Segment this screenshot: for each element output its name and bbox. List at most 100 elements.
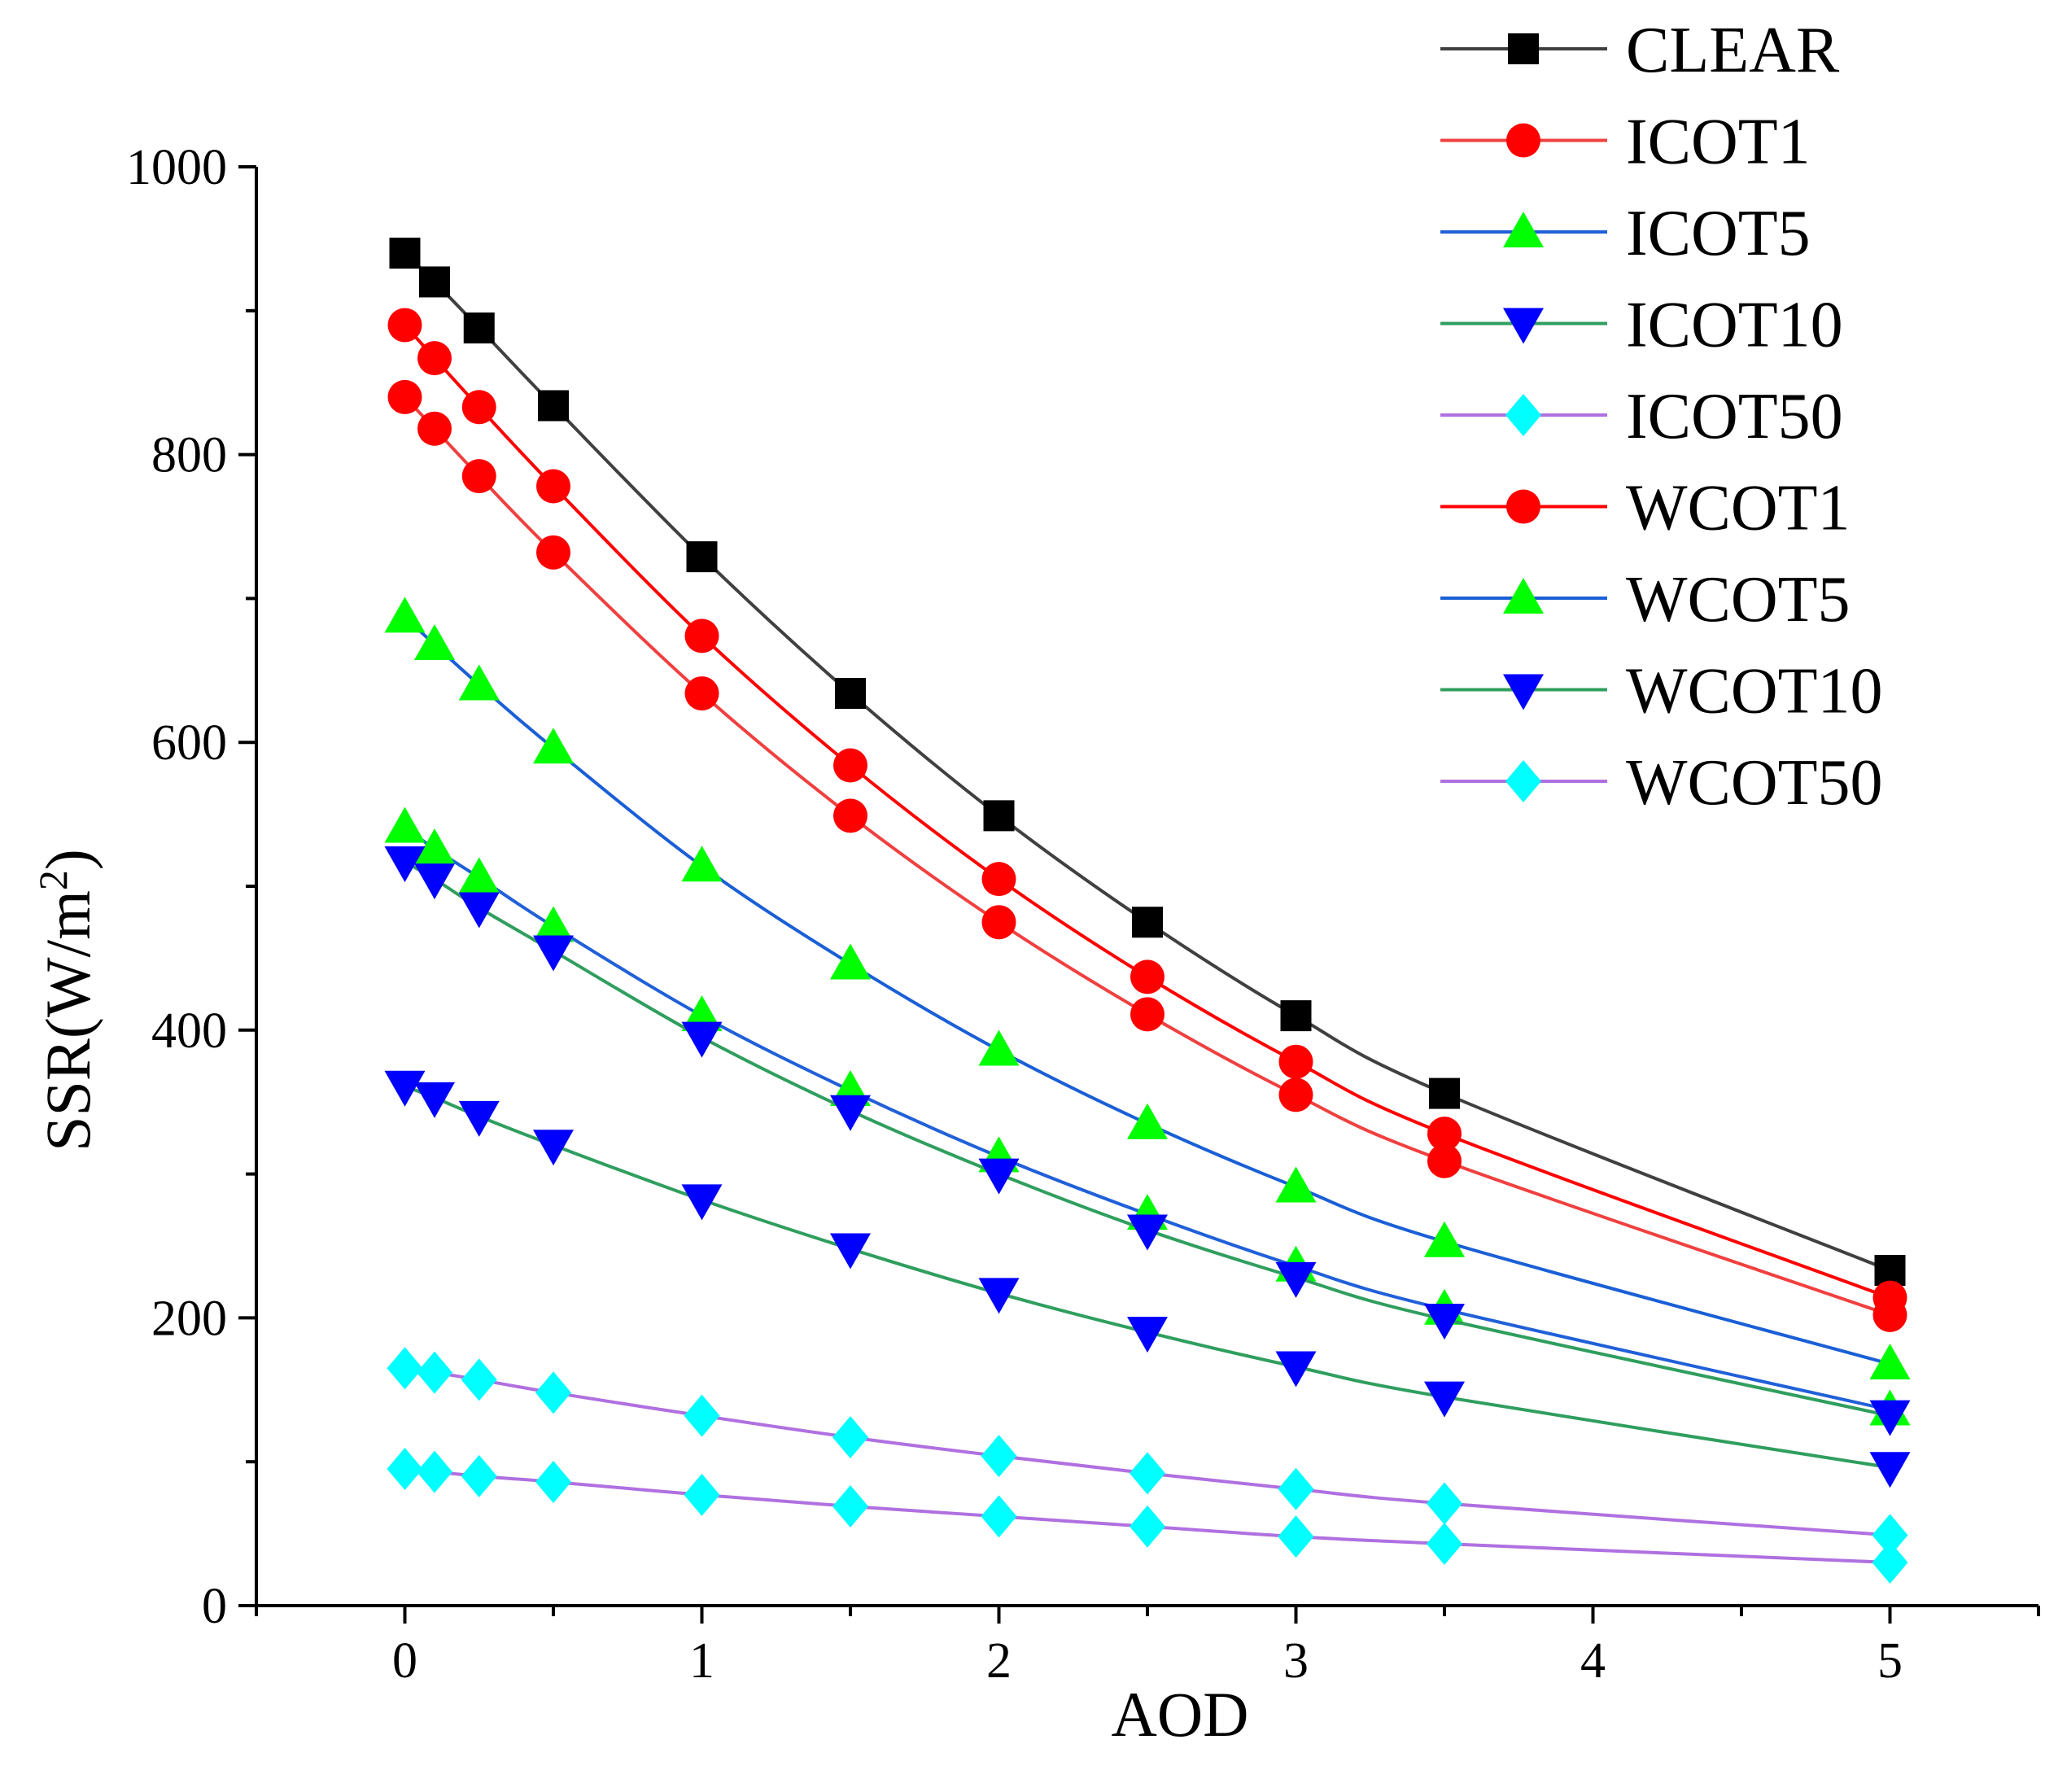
series-wcot50 <box>387 1347 1908 1557</box>
x-tick-label: 4 <box>1580 1633 1606 1689</box>
data-point <box>414 623 455 660</box>
y-tick-label: 400 <box>151 1003 227 1059</box>
legend-label: WCOT10 <box>1626 656 1883 728</box>
y-axis-title: SSR(W/m2) <box>30 849 103 1152</box>
data-point <box>684 618 719 653</box>
data-point <box>1872 1280 1907 1315</box>
data-point <box>536 469 570 504</box>
data-point <box>417 411 452 446</box>
data-point <box>1872 1514 1908 1557</box>
series-wcot5 <box>384 597 1911 1379</box>
legend-item-wcot1: WCOT1 <box>1440 473 1851 544</box>
data-point <box>978 1278 1020 1314</box>
data-point <box>1127 1214 1168 1251</box>
data-point <box>981 1435 1017 1478</box>
legend-marker <box>1503 212 1544 247</box>
data-point <box>538 390 569 422</box>
data-point <box>458 1100 500 1137</box>
series-icot50 <box>387 1448 1908 1584</box>
series-icot10 <box>384 1070 1911 1488</box>
data-point <box>458 892 500 929</box>
data-point <box>1278 1044 1313 1079</box>
legend-label: WCOT50 <box>1626 747 1883 819</box>
data-point <box>533 906 574 942</box>
data-point <box>1130 997 1165 1032</box>
series-layer <box>384 238 1911 1584</box>
data-point <box>458 664 500 701</box>
data-point <box>830 1095 871 1131</box>
data-point <box>1429 1077 1460 1109</box>
data-point <box>387 1448 423 1491</box>
data-point <box>536 535 570 570</box>
data-point <box>1869 1400 1911 1436</box>
y-axis-title-close: ) <box>33 849 103 870</box>
data-point <box>384 846 426 882</box>
x-tick-label: 1 <box>689 1633 714 1689</box>
data-point <box>461 1358 497 1401</box>
series-wcot1 <box>387 308 1907 1315</box>
data-point <box>1275 1351 1317 1388</box>
legend-label: ICOT10 <box>1626 290 1843 361</box>
data-point <box>1424 1304 1465 1340</box>
data-point <box>384 1070 426 1107</box>
data-point <box>1275 1261 1317 1298</box>
data-point <box>830 1233 871 1270</box>
data-point <box>533 935 574 972</box>
data-point <box>686 541 718 573</box>
data-point <box>1275 1166 1317 1203</box>
data-point <box>1280 1000 1312 1032</box>
legend-label: CLEAR <box>1626 15 1840 86</box>
data-point <box>414 1082 455 1118</box>
legend-item-clear: CLEAR <box>1440 15 1840 86</box>
data-point <box>1427 1143 1462 1178</box>
data-point <box>461 459 496 494</box>
data-point <box>417 341 452 376</box>
data-point <box>384 597 426 633</box>
data-point <box>1427 1482 1462 1525</box>
data-point <box>833 748 867 783</box>
legend-label: ICOT1 <box>1626 107 1811 178</box>
data-point <box>461 1454 497 1497</box>
data-point <box>1278 1515 1314 1558</box>
data-point <box>1424 1381 1465 1418</box>
x-tick-label: 0 <box>392 1633 417 1689</box>
y-tick-label: 800 <box>151 428 227 483</box>
data-point <box>681 1021 723 1058</box>
legend-marker <box>1503 674 1544 710</box>
data-point <box>414 863 455 900</box>
data-point <box>830 943 871 980</box>
data-point <box>1869 1343 1911 1379</box>
data-point <box>389 238 421 269</box>
data-point <box>981 862 1016 897</box>
data-point <box>458 857 500 894</box>
x-tick-label: 3 <box>1283 1633 1309 1689</box>
y-tick-label: 1000 <box>126 140 227 195</box>
data-point <box>684 1394 720 1437</box>
legend-marker <box>1508 33 1539 64</box>
data-point <box>1424 1221 1465 1257</box>
legend-label: WCOT1 <box>1626 473 1851 544</box>
data-point <box>417 1450 452 1493</box>
data-point <box>684 676 719 711</box>
data-point <box>387 308 422 343</box>
legend-marker <box>1506 489 1540 524</box>
x-axis-title: AOD <box>1112 1679 1249 1750</box>
x-tick-label: 5 <box>1877 1633 1903 1689</box>
series-clear <box>389 238 1906 1287</box>
data-point <box>1130 1505 1165 1548</box>
legend-item-wcot5: WCOT5 <box>1440 564 1851 636</box>
data-point <box>833 798 867 833</box>
legend-item-icot5: ICOT5 <box>1440 198 1811 269</box>
legend-label: WCOT5 <box>1626 564 1851 636</box>
legend-label: ICOT5 <box>1626 198 1811 269</box>
data-point <box>681 846 723 882</box>
legend-item-wcot50: WCOT50 <box>1440 747 1883 819</box>
y-axis-title-superscript: 2 <box>30 870 76 890</box>
data-point <box>1130 1452 1165 1495</box>
legend-marker <box>1506 123 1540 158</box>
data-point <box>535 1460 571 1503</box>
y-tick-label: 0 <box>202 1579 227 1634</box>
x-tick-label: 2 <box>986 1633 1012 1689</box>
legend-item-icot10: ICOT10 <box>1440 290 1843 361</box>
